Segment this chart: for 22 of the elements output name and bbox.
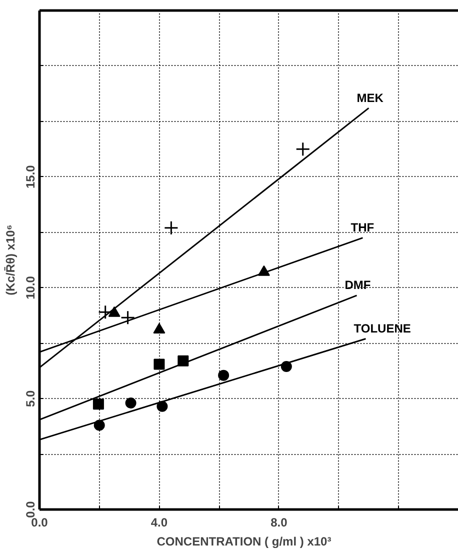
point xyxy=(154,358,165,370)
point xyxy=(156,400,168,412)
y-tick-label: 5.0 xyxy=(24,390,38,407)
y-tick-label: 10.0 xyxy=(24,276,38,300)
point xyxy=(125,398,136,409)
point xyxy=(218,370,230,381)
point xyxy=(98,304,113,320)
point xyxy=(296,142,310,156)
series-label: DMF xyxy=(344,278,371,292)
y-tick-label: 0.0 xyxy=(24,500,38,518)
point xyxy=(164,220,178,236)
x-tick-label: 4.0 xyxy=(150,516,168,530)
series-label: THF xyxy=(350,220,374,234)
x-tick-label: 8.0 xyxy=(270,516,288,530)
series-label: MEK xyxy=(356,90,384,105)
y-tick-label: 15.0 xyxy=(24,164,38,189)
y-axis-title: (Kc/R̄θ) x10⁶ xyxy=(4,224,18,296)
point xyxy=(92,398,104,410)
point xyxy=(120,310,136,325)
series-label: TOLUENE xyxy=(354,321,411,336)
point xyxy=(153,323,166,334)
x-axis-title: CONCENTRATION ( g/ml ) x10³ xyxy=(156,534,332,548)
